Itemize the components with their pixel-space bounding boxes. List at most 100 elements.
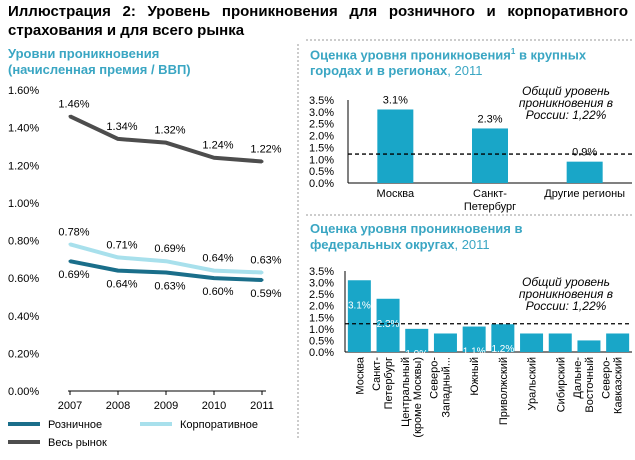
- city-chart-category-text: Петербург: [464, 201, 516, 213]
- line-chart-ytick-label: 0.60%: [8, 273, 39, 285]
- district-chart-bar: [606, 333, 630, 352]
- district-chart-title-line2: федеральных округах: [310, 237, 455, 252]
- line-data-label-retail: 0.59%: [250, 288, 281, 300]
- city-chart-value-label: 3.1%: [383, 94, 408, 106]
- line-chart-ytick-label: 0.20%: [8, 348, 39, 360]
- legend-label-retail: Розничное: [48, 419, 102, 431]
- district-chart-category-text: Петербург: [383, 357, 395, 409]
- line-point-corporate: [68, 242, 72, 246]
- city-chart-title: Оценка уровня проникновения1 в крупных г…: [310, 44, 586, 79]
- line-point-retail: [68, 259, 72, 263]
- city-chart-value-label: 0.9%: [572, 147, 597, 159]
- district-chart-ytick-label: 3.5%: [309, 266, 334, 278]
- district-chart-value-label: 1.0%: [405, 349, 428, 360]
- district-chart-category-label: Сибирский: [555, 357, 567, 412]
- line-chart-ytick-label: 1.40%: [8, 123, 39, 135]
- line-chart-ytick-label: 1.60%: [8, 85, 39, 97]
- line-data-label-total: 1.22%: [250, 143, 281, 155]
- figure-title: Иллюстрация 2: Уровень проникновения для…: [8, 3, 628, 39]
- line-data-label-corporate: 0.71%: [106, 239, 137, 251]
- city-chart-value-label: 2.3%: [477, 113, 502, 125]
- district-chart-title: Оценка уровня проникновения в федеральны…: [310, 221, 522, 253]
- district-chart-category-text: Восточный: [584, 357, 596, 413]
- city-chart-bar: [566, 161, 603, 183]
- district-chart-value-label: 0.8%: [434, 353, 457, 364]
- district-chart-category-text: Северо-: [601, 357, 613, 399]
- line-data-label-total: 1.46%: [58, 98, 89, 110]
- district-chart-category-label: Северо- Западный...: [428, 357, 452, 418]
- line-data-label-total: 1.34%: [106, 121, 137, 133]
- line-chart-title-line2: (начисленная премия / ВВП): [8, 62, 191, 77]
- city-chart-title-year: , 2011: [447, 63, 483, 79]
- line-chart-xtick-label: 2008: [106, 400, 130, 412]
- city-chart-category-text: Санкт-: [473, 188, 507, 200]
- district-chart-category-label: Южный: [469, 357, 481, 396]
- city-chart-ytick-label: 0.0%: [309, 178, 334, 190]
- line-chart-xtick-label: 2009: [154, 400, 178, 412]
- district-chart-bar: [577, 340, 601, 352]
- line-chart-ytick-label: 0.00%: [8, 386, 39, 398]
- district-chart-category-text: Северо-: [428, 357, 440, 399]
- district-chart-ytick-label: 2.5%: [309, 289, 334, 301]
- line-chart-title: Уровни проникновения (начисленная премия…: [8, 46, 191, 78]
- district-chart-bar: [376, 298, 400, 352]
- district-chart-ytick-label: 1.5%: [309, 312, 334, 324]
- district-chart-ytick-label: 0.0%: [309, 347, 334, 359]
- district-chart-bar: [462, 326, 486, 352]
- district-chart-title-year: , 2011: [454, 237, 490, 252]
- district-chart-bar: [491, 324, 515, 352]
- district-chart-bar: [405, 328, 429, 352]
- line-point-corporate: [260, 270, 264, 274]
- line-point-total: [164, 141, 168, 145]
- district-chart-annotation: Общий уровень: [522, 275, 610, 289]
- district-chart-value-label: 1.1%: [463, 347, 486, 358]
- line-data-label-total: 1.32%: [154, 125, 185, 137]
- district-chart-category-text: Южный: [469, 357, 481, 396]
- city-chart-ytick-label: 1.5%: [309, 142, 334, 154]
- district-chart-ytick-label: 0.5%: [309, 335, 334, 347]
- district-chart-annotation: проникновения в: [519, 287, 613, 301]
- city-chart-title-sup: 1: [510, 47, 516, 56]
- district-chart-bar: [347, 280, 371, 352]
- city-chart-bar: [377, 109, 414, 183]
- line-data-label-corporate: 0.64%: [202, 253, 233, 265]
- line-chart-xtick-label: 2007: [58, 400, 82, 412]
- district-chart-bar: [520, 333, 544, 352]
- city-chart-annotation: России: 1,22%: [526, 108, 607, 122]
- district-chart-category-text: Дальне-: [572, 357, 584, 399]
- city-chart-title-line2: городах и в регионах: [310, 63, 448, 79]
- city-chart-bar: [472, 128, 508, 183]
- district-chart-category-text: Санкт-: [371, 357, 383, 391]
- line-data-label-retail: 0.63%: [154, 280, 185, 292]
- line-point-corporate: [212, 269, 216, 273]
- city-chart-ytick-label: 3.0%: [309, 107, 334, 119]
- line-point-corporate: [116, 255, 120, 259]
- city-chart-category-text: Другие регионы: [544, 188, 625, 200]
- line-point-total: [68, 114, 72, 118]
- legend-label-total: Весь рынок: [48, 437, 107, 449]
- line-chart-ytick-label: 0.40%: [8, 311, 39, 323]
- line-point-retail: [116, 269, 120, 273]
- district-chart-category-text: Приволжский: [498, 357, 510, 425]
- district-chart-category-text: Сибирский: [555, 357, 567, 412]
- line-data-label-total: 1.24%: [202, 140, 233, 152]
- district-chart-category-label: Дальне- Восточный: [572, 357, 596, 413]
- line-point-total: [116, 137, 120, 141]
- city-chart-ytick-label: 2.0%: [309, 131, 334, 143]
- district-chart-value-label: 3.1%: [348, 300, 371, 311]
- district-chart-category-text: Западный...: [440, 357, 452, 418]
- city-chart-ytick-label: 3.5%: [309, 95, 334, 107]
- city-chart-ytick-label: 1.0%: [309, 154, 334, 166]
- line-data-label-retail: 0.69%: [58, 269, 89, 281]
- line-point-total: [212, 156, 216, 160]
- line-data-label-corporate: 0.63%: [250, 254, 281, 266]
- line-chart-ytick-label: 1.20%: [8, 160, 39, 172]
- line-point-retail: [260, 278, 264, 282]
- district-chart-bar: [433, 333, 457, 352]
- district-chart-ytick-label: 2.0%: [309, 301, 334, 313]
- line-chart-xtick-label: 2011: [250, 400, 274, 412]
- line-chart-ytick-label: 0.80%: [8, 236, 39, 248]
- district-chart-ytick-label: 1.0%: [309, 324, 334, 336]
- district-chart-category-label: Приволжский: [498, 357, 510, 425]
